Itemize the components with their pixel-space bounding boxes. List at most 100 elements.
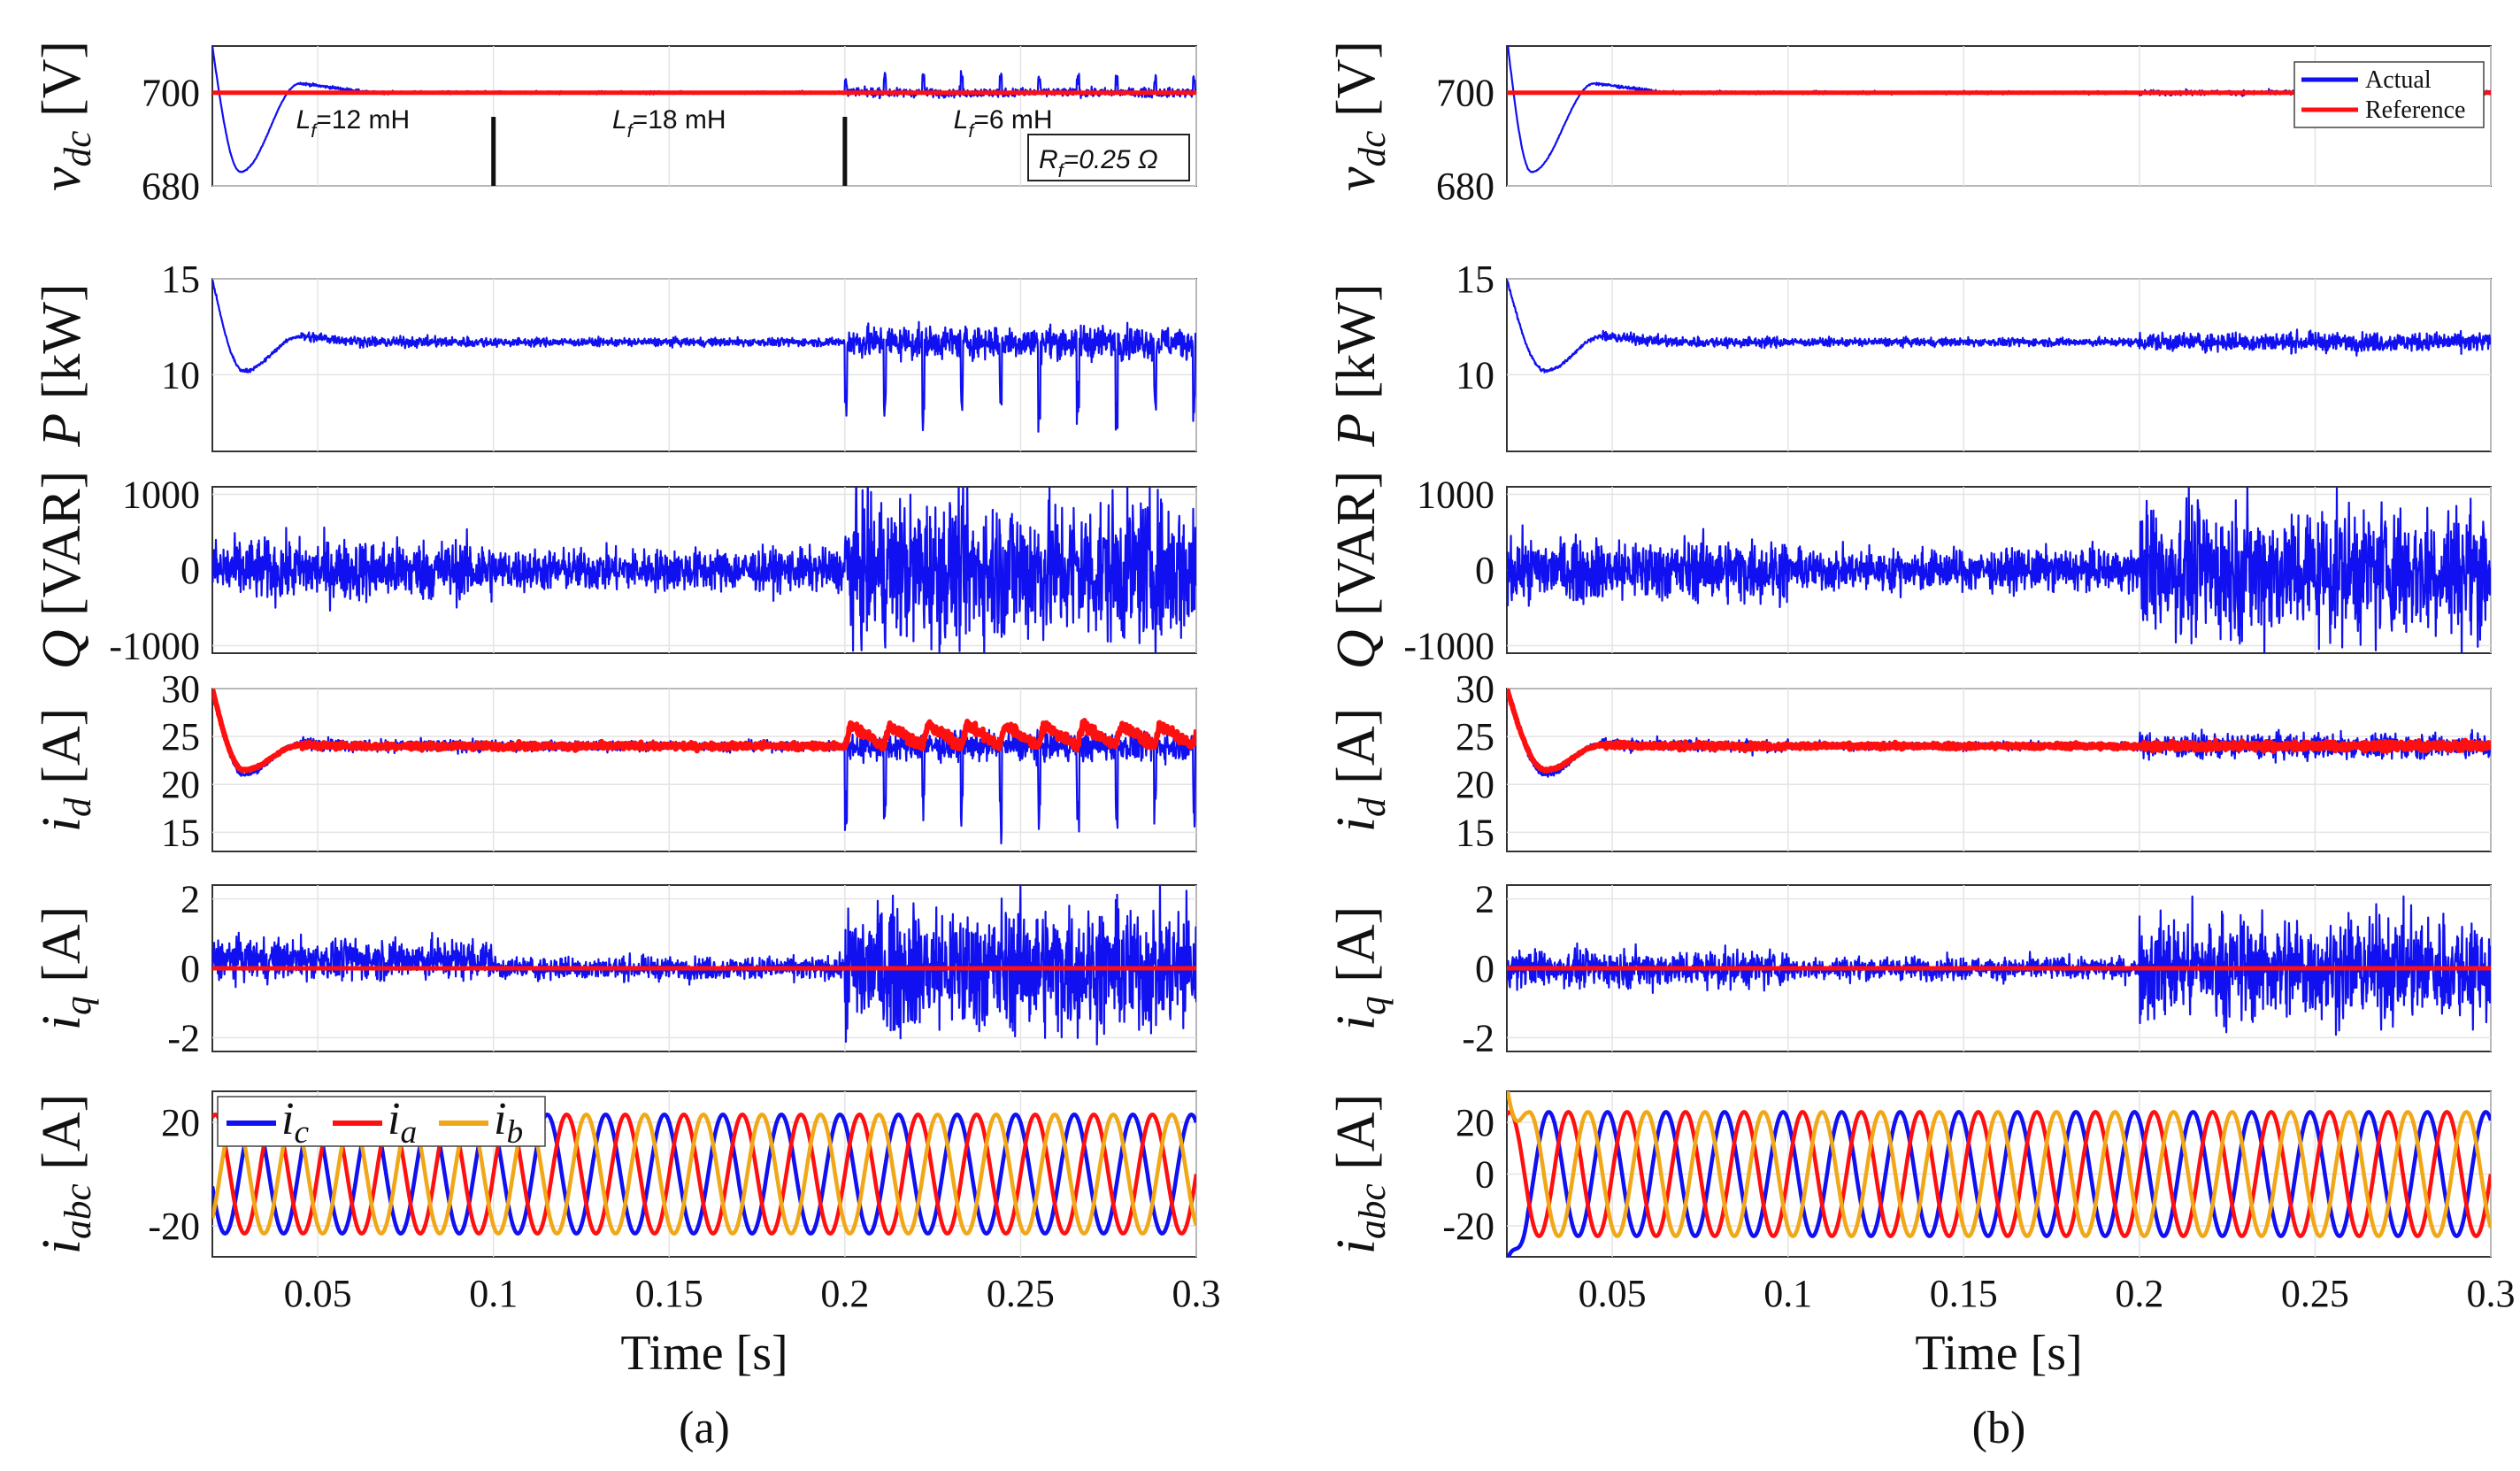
panel-b-P: 10 15 P [kW] xyxy=(1326,258,2492,452)
x-tick-label: 0.3 xyxy=(2467,1272,2516,1315)
inductance-label: Lf=18 mH xyxy=(612,105,726,142)
legend-label: ib xyxy=(494,1094,523,1151)
y-axis-label: Q [VAR] xyxy=(1326,471,1387,669)
y-tick-label: 0 xyxy=(1475,1153,1494,1197)
y-tick-label: -20 xyxy=(1442,1205,1494,1248)
plot-area xyxy=(211,278,1197,452)
panel-b-iabc: -20 0 20 iabc [A] xyxy=(1326,1090,2492,1258)
x-tick-label: 0.25 xyxy=(2281,1272,2349,1315)
plot-area xyxy=(211,688,1197,852)
y-tick-label: 0 xyxy=(181,947,200,990)
legend-label: ic xyxy=(281,1094,309,1151)
y-tick-label: -1000 xyxy=(1403,624,1494,667)
x-tick-label: 0.15 xyxy=(1930,1272,1998,1315)
x-tick-label: 0.2 xyxy=(2115,1272,2163,1315)
y-tick-label: 20 xyxy=(1456,763,1494,806)
inductance-label: Lf=12 mH xyxy=(296,105,411,142)
y-tick-label: 0 xyxy=(181,549,200,592)
x-tick-label: 0.05 xyxy=(1579,1272,1647,1315)
x-tick-label: 0.25 xyxy=(987,1272,1055,1315)
y-axis-label: iq [A] xyxy=(1326,906,1394,1031)
plot-area xyxy=(1506,688,2492,852)
y-tick-label: 20 xyxy=(1456,1101,1494,1144)
y-tick-label: 15 xyxy=(161,258,200,301)
series-i-a xyxy=(1507,1110,2491,1238)
figure-a: 680 700 vdc [V] Lf=12 mH Lf=18 mH Lf=6 mHRf=0… xyxy=(32,41,1221,1453)
x-tick-label: 0.15 xyxy=(635,1272,703,1315)
y-tick-label: 700 xyxy=(1436,72,1494,115)
y-axis-label: Q [VAR] xyxy=(32,471,92,669)
y-tick-label: 25 xyxy=(1456,715,1494,759)
panel-a-Q: -1000 0 1000 Q [VAR] xyxy=(32,471,1197,669)
figure-caption: (b) xyxy=(1972,1403,2026,1453)
x-tick-label: 0.2 xyxy=(820,1272,869,1315)
y-axis-label: id [A] xyxy=(1326,708,1394,833)
panel-a-P: 10 15 P [kW] xyxy=(32,258,1197,452)
y-tick-label: 680 xyxy=(1436,165,1494,208)
figure-caption: (a) xyxy=(679,1403,730,1453)
panel-b-Q: -1000 0 1000 Q [VAR] xyxy=(1326,471,2492,669)
x-tick-label: 0.1 xyxy=(1763,1272,1812,1315)
y-tick-label: 1000 xyxy=(122,474,200,517)
inductance-label: Lf=6 mH xyxy=(954,105,1053,142)
resistance-label: Rf=0.25 Ω xyxy=(1039,145,1158,181)
x-tick-label: 0.3 xyxy=(1172,1272,1221,1315)
y-tick-label: 20 xyxy=(161,763,200,806)
plot-area xyxy=(1506,278,2492,452)
y-axis-label: iabc [A] xyxy=(1326,1094,1394,1254)
legend-box xyxy=(2293,61,2485,128)
series-reference xyxy=(1507,689,2491,774)
y-axis-label: id [A] xyxy=(32,708,99,833)
y-tick-label: 15 xyxy=(1456,258,1494,301)
series-actual xyxy=(1507,487,2491,653)
series-i-a xyxy=(212,1113,1196,1236)
y-tick-label: 15 xyxy=(1456,811,1494,854)
series-actual xyxy=(1507,279,2491,374)
panel-a-vdc: 680 700 vdc [V] Lf=12 mH Lf=18 mH Lf=6 mHRf=0… xyxy=(32,41,1197,208)
legend-label: Actual xyxy=(2365,66,2432,94)
series-actual xyxy=(212,487,1196,653)
y-tick-label: -2 xyxy=(167,1016,200,1059)
x-tick-label: 0.1 xyxy=(469,1272,518,1315)
y-tick-label: -1000 xyxy=(109,624,200,667)
x-axis-label: Time [s] xyxy=(620,1326,788,1381)
y-tick-label: 10 xyxy=(1456,353,1494,397)
y-tick-label: 0 xyxy=(1475,549,1494,592)
series-reference xyxy=(212,689,1196,774)
y-tick-label: 15 xyxy=(161,811,200,854)
legend-label: ia xyxy=(388,1094,417,1151)
y-tick-label: 700 xyxy=(142,72,200,115)
y-tick-label: 30 xyxy=(1456,667,1494,711)
series-i-b xyxy=(212,1113,1196,1236)
series-actual xyxy=(212,279,1196,433)
y-axis-label: vdc [V] xyxy=(32,41,99,191)
y-axis-label: P [kW] xyxy=(32,283,92,447)
y-tick-label: 1000 xyxy=(1417,474,1494,517)
x-tick-label: 0.05 xyxy=(284,1272,352,1315)
y-tick-label: 680 xyxy=(142,165,200,208)
y-tick-label: 20 xyxy=(161,1101,200,1144)
y-axis-label: iq [A] xyxy=(32,906,99,1031)
resistance-box xyxy=(1027,134,1190,181)
y-tick-label: -20 xyxy=(148,1205,200,1248)
series-i-b xyxy=(1507,1091,2491,1238)
panel-a-iq: -2 0 2 iq [A] xyxy=(32,878,1197,1059)
y-axis-label: P [kW] xyxy=(1326,283,1387,447)
y-axis-label: iabc [A] xyxy=(32,1094,99,1254)
y-tick-label: 2 xyxy=(1475,878,1494,921)
x-axis-label: Time [s] xyxy=(1915,1326,2082,1381)
y-tick-label: -2 xyxy=(1462,1016,1494,1059)
y-tick-label: 10 xyxy=(161,353,200,397)
y-tick-label: 0 xyxy=(1475,947,1494,990)
panel-b-iq: -2 0 2 iq [A] xyxy=(1326,878,2492,1059)
panel-a-iabc: -20 20 iabc [A] ic ia ib xyxy=(32,1090,1197,1258)
y-tick-label: 30 xyxy=(161,667,200,711)
y-axis-label: vdc [V] xyxy=(1326,41,1394,191)
y-tick-label: 25 xyxy=(161,715,200,759)
y-tick-label: 2 xyxy=(181,878,200,921)
